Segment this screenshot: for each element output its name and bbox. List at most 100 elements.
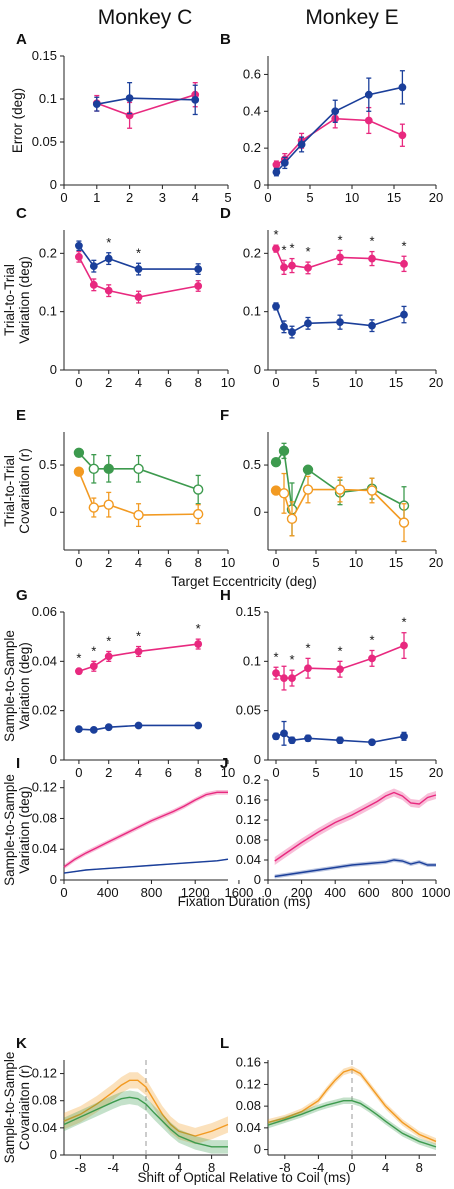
- data-point: [92, 100, 101, 109]
- x-tick-label: 5: [224, 190, 231, 205]
- data-point: [75, 241, 83, 250]
- x-tick-label: 0: [60, 190, 67, 205]
- data-point: [302, 464, 314, 475]
- x-tick-label: 8: [195, 555, 202, 570]
- significance-star: *: [91, 643, 96, 658]
- data-point: [104, 723, 113, 732]
- panel-label-k: K: [16, 1035, 27, 1052]
- x-tick-label: 4: [382, 1160, 389, 1175]
- x-tick-label: 0: [142, 1160, 149, 1175]
- data-point: [272, 160, 281, 169]
- significance-star: *: [106, 633, 111, 648]
- panel-l: L -8 -4 0 4 8 0 0.04 0.08 0.12 0.16: [220, 1035, 437, 1175]
- panel-label-g: G: [16, 587, 28, 604]
- y-axis-label: Trial-to-Trial: [2, 264, 17, 336]
- x-tick-label: 8: [416, 1160, 423, 1175]
- x-tick-label: -8: [75, 1160, 87, 1175]
- x-tick-label: 10: [349, 555, 363, 570]
- panel-k: K -8 -4 0 4 8 0 0.04 0.08 0.12 Sample-to-Sample Cov…: [2, 1035, 229, 1175]
- y-tick-label: 0: [50, 872, 57, 887]
- series-orange: [267, 1065, 437, 1145]
- data-point: [297, 140, 306, 149]
- data-point: [331, 107, 340, 116]
- x-tick-label: 15: [389, 765, 403, 780]
- error-band: [64, 1072, 228, 1145]
- data-point: [103, 499, 114, 510]
- data-point: [192, 484, 204, 495]
- y-tick-label: 0.08: [32, 810, 57, 825]
- significance-star: *: [273, 649, 278, 664]
- x-tick-label: 0: [348, 1160, 355, 1175]
- y-tick-label: 0.2: [243, 140, 261, 155]
- data-point: [191, 95, 200, 104]
- y-tick-label: 0.1: [39, 304, 57, 319]
- y-tick-label: 0.04: [236, 1120, 261, 1135]
- significance-star: *: [136, 245, 141, 260]
- x-tick-label: 0: [60, 885, 67, 900]
- error-band: [274, 788, 436, 865]
- x-tick-label: 5: [306, 190, 313, 205]
- data-point: [194, 640, 203, 648]
- significance-star: *: [337, 232, 342, 247]
- data-point: [280, 674, 288, 683]
- data-point: [133, 509, 144, 521]
- y-tick-label: 0.16: [236, 1055, 261, 1070]
- x-tick-label: 8: [195, 375, 202, 390]
- panel-label-i: I: [16, 755, 20, 772]
- x-tick-label: 15: [389, 375, 403, 390]
- data-point: [400, 259, 408, 268]
- y-tick-label: 0.12: [32, 780, 57, 795]
- data-point: [272, 669, 280, 678]
- data-point: [272, 168, 281, 177]
- series-magenta: [272, 244, 408, 275]
- x-tick-label: 0: [272, 555, 279, 570]
- significance-star: *: [289, 241, 294, 256]
- x-tick-label: 4: [192, 190, 199, 205]
- panel-label-f: F: [220, 407, 229, 424]
- data-point: [336, 736, 344, 745]
- y-axis-label: Variation (deg): [17, 642, 32, 730]
- x-tick-label: 4: [135, 765, 142, 780]
- header-monkey-c: Monkey C: [98, 6, 193, 29]
- y-axis-label: Covariation (r): [17, 448, 32, 534]
- data-point: [398, 517, 410, 528]
- data-point: [400, 310, 408, 319]
- panel-e: E 0 2 4 6 8 10 0 0.5 Trial-to-Trial Covariation (r…: [2, 407, 235, 570]
- y-tick-label: 0: [50, 752, 57, 767]
- panel-label-h: H: [220, 587, 231, 604]
- significance-star: *: [106, 235, 111, 250]
- x-tick-label: 8: [208, 1160, 215, 1175]
- y-tick-label: 0.05: [236, 703, 261, 718]
- data-point: [134, 293, 143, 301]
- series-magenta: [272, 632, 408, 691]
- x-tick-label: 5: [312, 555, 319, 570]
- x-tick-label: 3: [159, 190, 166, 205]
- x-tick-label: 800: [141, 885, 163, 900]
- data-point: [288, 328, 296, 336]
- y-tick-label: 0: [254, 1142, 261, 1157]
- y-tick-label: 0.08: [236, 832, 261, 847]
- x-tick-label: 10: [221, 375, 235, 390]
- x-tick-label: 2: [126, 190, 133, 205]
- data-point: [194, 265, 203, 273]
- series-blue: [63, 858, 229, 874]
- data-point: [133, 463, 144, 475]
- panel-f: F 0 5 10 15 20 0 0.5: [220, 407, 443, 570]
- y-axis-label: Error (deg): [10, 88, 25, 153]
- header-monkey-e: Monkey E: [305, 6, 398, 29]
- data-point: [104, 286, 113, 295]
- data-point: [89, 726, 98, 734]
- panel-label-d: D: [220, 205, 231, 222]
- y-tick-label: 0.2: [243, 772, 261, 787]
- series-line: [63, 1079, 229, 1137]
- panel-label-j: J: [220, 755, 228, 772]
- series-line: [275, 86, 403, 173]
- series-line: [63, 791, 228, 868]
- error-band: [64, 790, 228, 870]
- panel-i: I0 400 800 1200 160000.040.080.12Sample-to-S…: [2, 755, 253, 900]
- data-point: [75, 667, 83, 676]
- data-point: [400, 732, 408, 741]
- significance-star: *: [136, 629, 141, 644]
- data-point: [104, 652, 113, 661]
- x-tick-label: 0: [75, 765, 82, 780]
